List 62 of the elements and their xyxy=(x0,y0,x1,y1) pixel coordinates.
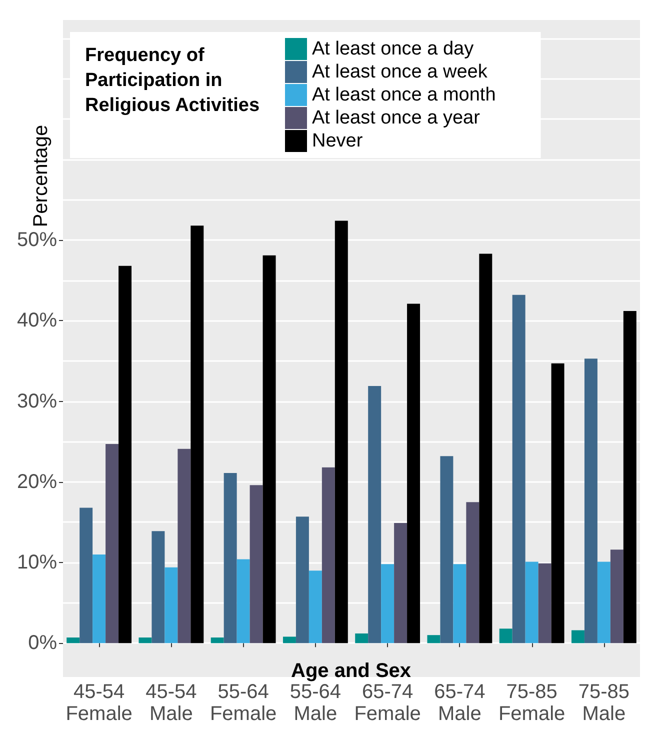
bar xyxy=(394,523,408,644)
bar xyxy=(152,531,165,644)
bar xyxy=(571,630,584,644)
x-tick-label: 75-85 Female xyxy=(498,681,566,725)
y-axis-title: Percentage xyxy=(30,124,52,228)
bar xyxy=(66,638,80,644)
bar xyxy=(499,628,512,644)
bar xyxy=(525,562,538,644)
bar xyxy=(92,554,106,644)
bar xyxy=(282,636,296,644)
bar xyxy=(610,550,624,644)
bar xyxy=(427,635,440,644)
bar xyxy=(224,473,237,644)
bar xyxy=(466,502,480,644)
bar xyxy=(512,294,526,644)
bar xyxy=(584,358,598,644)
bar xyxy=(381,564,394,644)
x-tick-label: 75-85 Male xyxy=(578,681,630,725)
bar xyxy=(551,363,564,644)
x-tick-label: 65-74 Male xyxy=(434,681,486,725)
y-tick-label: 10% xyxy=(16,552,58,574)
legend-label: Never xyxy=(312,130,364,152)
x-axis-title: Age and Sex xyxy=(291,660,412,682)
legend-label: At least once a week xyxy=(312,62,488,82)
bar xyxy=(308,570,322,644)
x-tick-label: 55-64 Female xyxy=(210,681,277,725)
bar xyxy=(407,304,420,644)
bar xyxy=(210,638,224,644)
bar xyxy=(138,638,152,644)
bar xyxy=(164,567,178,644)
bar xyxy=(334,220,348,644)
bar xyxy=(250,485,263,644)
legend-label: At least once a month xyxy=(312,84,496,106)
bar xyxy=(236,559,250,644)
bar xyxy=(479,254,492,644)
bar xyxy=(190,226,204,644)
bar xyxy=(368,386,382,644)
legend-label: At least once a year xyxy=(312,108,481,128)
x-tick-label: 45-54 Male xyxy=(146,681,197,725)
bar xyxy=(440,456,454,644)
y-tick-label: 50% xyxy=(16,229,58,252)
y-tick-label: 40% xyxy=(16,310,58,332)
legend-title: Frequency of Participation in Religious Activities xyxy=(85,45,260,116)
x-tick-label: 65-74 Female xyxy=(354,681,421,725)
bar xyxy=(178,448,191,644)
y-tick-label: 0% xyxy=(28,632,58,654)
bar xyxy=(296,516,309,644)
bar xyxy=(118,266,132,644)
bar xyxy=(623,311,636,644)
bar xyxy=(538,563,552,644)
y-tick-label: 30% xyxy=(16,390,58,412)
bar xyxy=(80,508,93,644)
bar xyxy=(106,444,119,644)
bar xyxy=(597,562,610,644)
bar xyxy=(262,255,276,644)
bar xyxy=(355,633,368,644)
x-tick-label: 55-64 Male xyxy=(290,681,342,725)
x-tick-label: 45-54 Female xyxy=(66,681,132,725)
y-tick-label: 20% xyxy=(16,470,58,493)
bar xyxy=(322,467,335,644)
legend-label: At least once a day xyxy=(312,38,474,60)
bar xyxy=(453,564,466,644)
